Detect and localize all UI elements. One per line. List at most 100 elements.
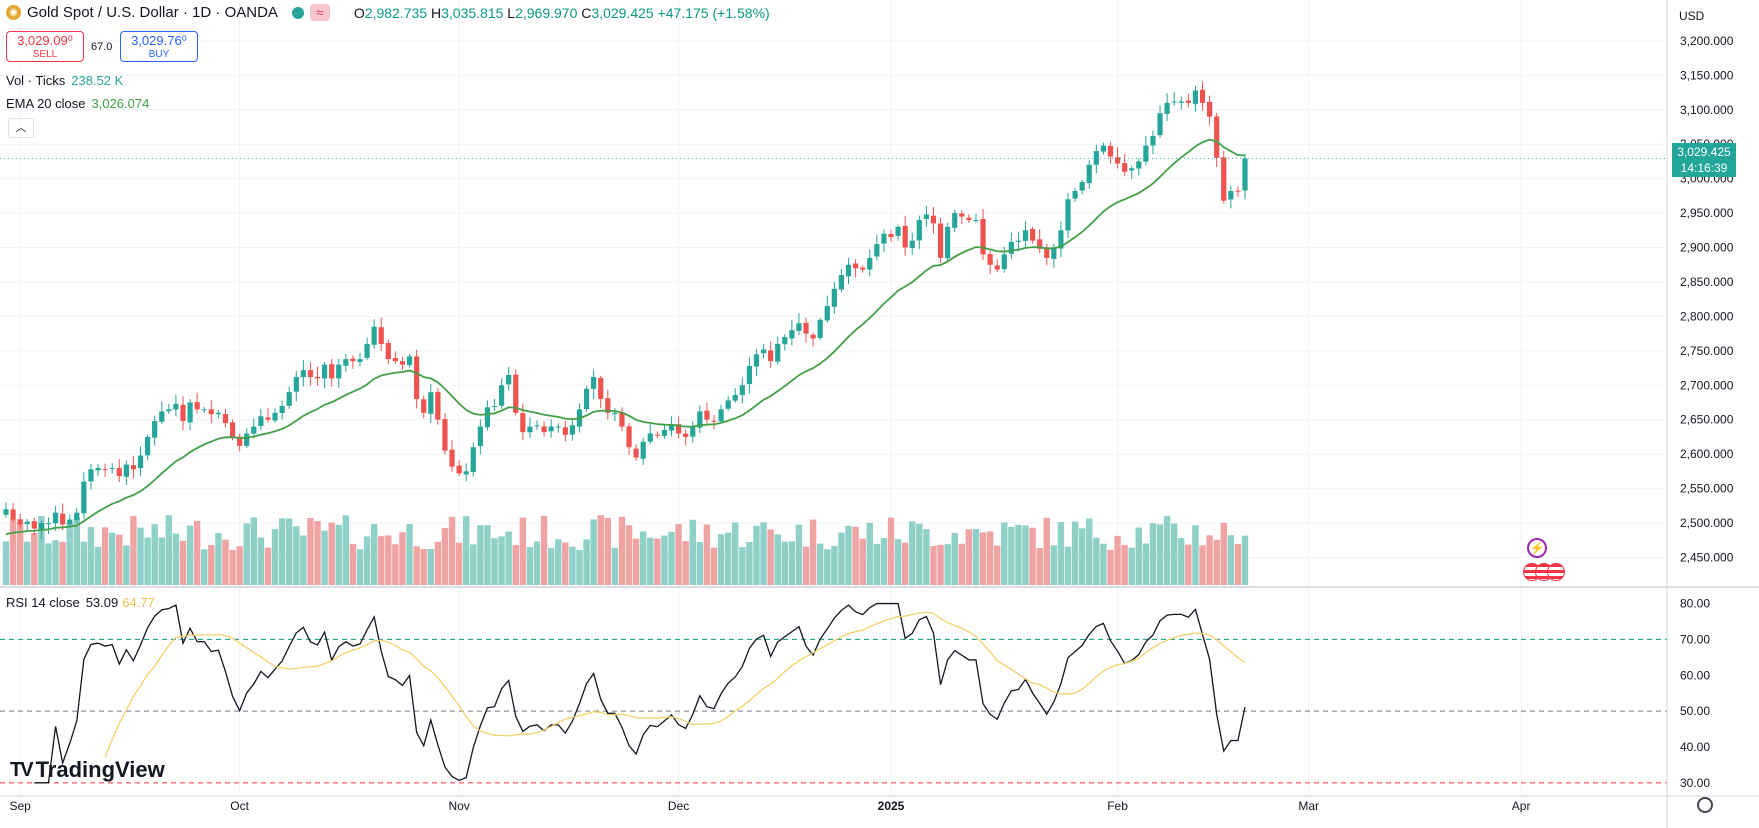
volume-bar [1064,546,1072,585]
candle-body [1157,113,1163,136]
candle-body [732,394,738,401]
volume-bar [52,540,59,585]
volume-bar [321,530,328,585]
candle-body [38,523,44,530]
rsi-pane [0,602,1667,784]
candle-body [215,412,221,415]
economic-events[interactable] [1523,563,1565,581]
buy-button[interactable]: 3,029.76⁰ BUY [120,31,198,62]
settings-gear-icon[interactable] [1697,797,1713,813]
volume-bar [80,541,88,585]
ema-20-line [5,138,1246,536]
volume-bar [732,522,739,585]
volume-bar [109,532,116,585]
volume-bar [427,548,434,585]
candle-body [1044,248,1050,258]
wave-icon[interactable]: ≈ [309,4,330,21]
us-flag-icon[interactable] [1547,563,1565,581]
rsi-tick-label: 70.00 [1680,632,1710,646]
candle-body [435,392,441,420]
volume-bar [774,534,781,585]
volume-bar [229,549,236,585]
ema-legend[interactable]: EMA 20 close 3,026.074 [6,96,150,111]
candle-body [499,385,505,406]
date-tick-label: 2025 [878,799,905,813]
price-tick-label: 3,200.000 [1680,34,1734,48]
candle-body [421,399,427,413]
volume-bar [533,541,541,585]
volume-bar [222,539,229,585]
volume-bar [66,522,73,585]
candle-body [229,422,236,437]
candle-body [484,407,491,428]
volume-bar [24,541,31,585]
candle-body [782,337,788,345]
candle-body [1228,191,1234,200]
volume-bar [675,524,682,585]
currency-selector[interactable]: USD [1679,9,1705,23]
volume-bar [300,535,307,585]
date-tick-label: Mar [1298,799,1319,813]
spread-value: 67.0 [91,41,113,53]
candle-body [513,374,519,413]
volume-bar [144,537,151,585]
volume-bar [682,541,689,585]
volume-bar [824,549,831,585]
candle-body [258,416,264,426]
rsi-legend[interactable]: RSI 14 close 53.09 64.77 [6,595,155,610]
ohlc-readout: O2,982.735 H3,035.815 L2,969.970 C3,029.… [353,4,770,21]
volume-bar [1206,535,1213,585]
candle-body [697,411,703,428]
volume-bar [866,523,873,585]
collapse-legend-button[interactable]: ︿ [8,118,34,138]
volume-bar [965,529,973,585]
symbol-title[interactable]: Gold Spot / U.S. Dollar · 1D · OANDA [27,4,278,21]
volume-bar [94,546,102,585]
volume-bar [1015,524,1022,585]
volume-legend[interactable]: Vol · Ticks 238.52 K [6,73,124,88]
volume-bar [640,531,647,585]
candle-body [612,412,618,415]
volume-bar [604,518,611,585]
sell-button[interactable]: 3,029.09⁰ SELL [6,31,84,62]
volume-bar [1078,528,1086,585]
volume-bar [647,537,654,585]
candle-body [145,436,151,456]
candle-body [506,374,512,385]
volume-bar [505,531,512,585]
candle-body [244,433,250,446]
candle-body [88,469,94,482]
volume-bar [916,523,923,585]
candle-body [661,430,668,436]
tradingview-logo[interactable]: TV TradingView [10,757,165,782]
volume-bar [356,549,364,585]
candle-body [923,214,929,220]
rsi-tick-label: 80.00 [1680,597,1710,611]
candle-body [725,400,731,409]
volume-bar [689,519,696,585]
volume-bar [151,524,158,585]
volume-bar [293,526,300,585]
candle-body [881,233,887,244]
price-tick-label: 2,850.000 [1680,275,1734,289]
volume-bar [930,545,937,585]
status-dot-icon [291,6,304,19]
candle-body [31,521,37,529]
lightning-event-icon[interactable]: ⚡ [1527,538,1547,558]
candle-body [591,376,597,389]
candle-body [534,425,540,427]
volume-bar [101,527,109,585]
candle-body [159,411,165,422]
volume-bar [724,532,732,585]
candle-body [300,370,306,378]
volume-bar [1227,535,1235,585]
volume-bar [887,517,895,585]
volume-bar [1192,525,1199,585]
volume-bar [668,531,675,585]
candle-body [690,426,696,437]
candle-body [768,350,774,362]
volume-bar [937,544,944,585]
candle-body [137,455,144,469]
volume-bar [632,538,640,585]
